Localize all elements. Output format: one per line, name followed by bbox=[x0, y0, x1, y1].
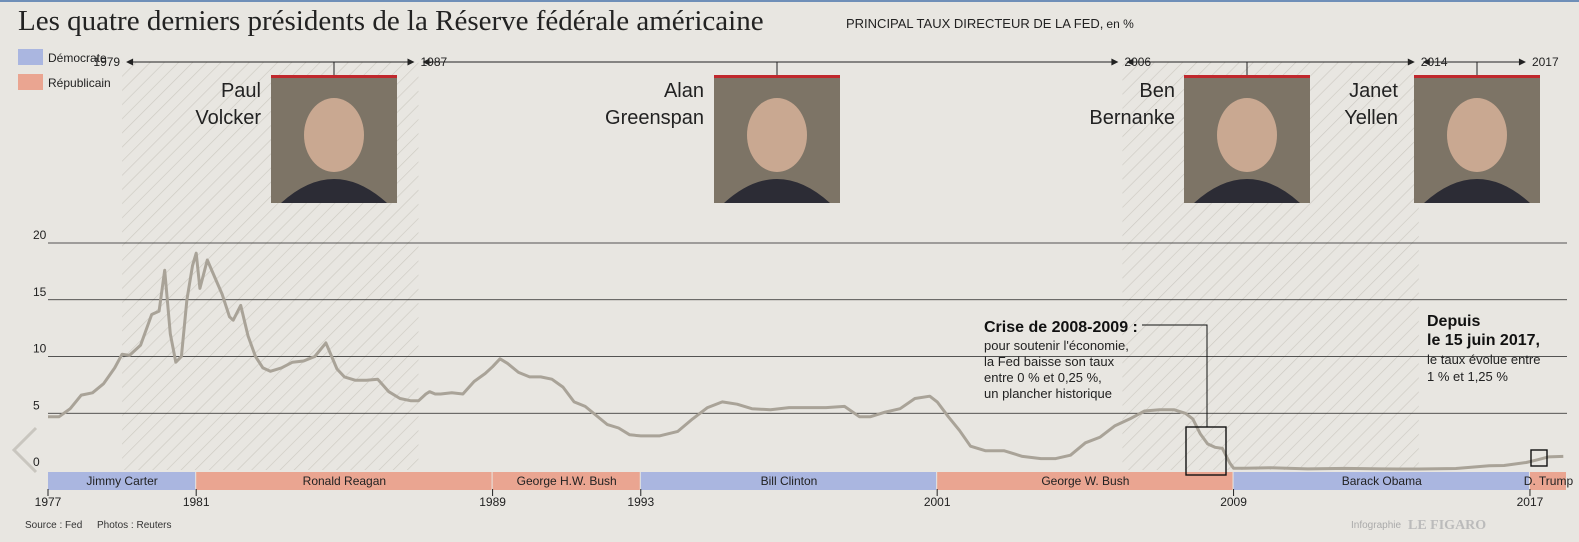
portrait-face-volcker bbox=[304, 98, 364, 172]
crisis-leader-line bbox=[1142, 324, 1208, 427]
portrait-suit-bernanke bbox=[1194, 179, 1300, 203]
y-tick-0: 0 bbox=[33, 455, 40, 469]
portrait-face-greenspan bbox=[747, 98, 807, 172]
source-note: Source : Fed bbox=[25, 520, 82, 531]
president-segment-george-h-w-bush bbox=[492, 472, 640, 490]
fed-chairs-header: 1979 1987PaulVolcker2006AlanGreenspan2014… bbox=[93, 55, 1559, 203]
crisis-line-3: entre 0 % et 0,25 %, bbox=[984, 370, 1102, 385]
year-label-1981: 1981 bbox=[183, 495, 210, 509]
arrow-right-icon bbox=[407, 58, 415, 66]
chair-last-name-greenspan: Greenspan bbox=[605, 107, 704, 129]
legend-swatch-republican bbox=[18, 74, 43, 90]
president-name-george-h-w-bush: George H.W. Bush bbox=[517, 474, 617, 488]
since-line-1: le taux évolue entre bbox=[1427, 352, 1540, 367]
legend-label-republican: Républicain bbox=[48, 76, 111, 90]
arrow-left-icon bbox=[1422, 58, 1430, 66]
portrait-face-bernanke bbox=[1217, 98, 1277, 172]
chair-first-name-yellen: Janet bbox=[1349, 80, 1398, 102]
chevron-left-icon[interactable] bbox=[11, 426, 38, 474]
president-segment-jimmy-carter bbox=[48, 472, 196, 490]
year-label-2009: 2009 bbox=[1220, 495, 1247, 509]
photo-top-bar-bernanke bbox=[1184, 75, 1310, 78]
year-label-2001: 2001 bbox=[924, 495, 951, 509]
chair-first-name-volcker: Paul bbox=[221, 80, 261, 102]
y-tick-20: 20 bbox=[33, 228, 47, 242]
portrait-suit-volcker bbox=[281, 179, 387, 203]
y-tick-labels: 0 5 10 15 20 bbox=[33, 228, 47, 469]
year-label-2017: 2017 bbox=[1517, 495, 1544, 509]
photos-credit: Photos : Reuters bbox=[97, 520, 171, 531]
legend: Démocrate Républicain bbox=[18, 49, 111, 90]
chair-last-name-bernanke: Bernanke bbox=[1089, 107, 1175, 129]
since-2017-annotation: Depuis le 15 juin 2017, le taux évolue e… bbox=[1427, 313, 1548, 467]
crisis-line-4: un plancher historique bbox=[984, 386, 1112, 401]
year-label-1993: 1993 bbox=[627, 495, 654, 509]
arrow-left-icon bbox=[126, 58, 134, 66]
tenure-start-year-volcker: 1979 bbox=[93, 55, 120, 69]
credit-brand: LE FIGARO bbox=[1408, 518, 1486, 533]
president-name-barack-obama: Barack Obama bbox=[1342, 474, 1422, 488]
legend-swatch-democrat bbox=[18, 49, 43, 65]
since-title-line-2: le 15 juin 2017, bbox=[1427, 332, 1540, 349]
tenure-end-year-yellen: 2017 bbox=[1532, 55, 1559, 69]
president-name-jimmy-carter: Jimmy Carter bbox=[86, 474, 157, 488]
since-title-line-1: Depuis bbox=[1427, 313, 1480, 330]
president-name-bill-clinton: Bill Clinton bbox=[761, 474, 818, 488]
president-name-ronald-reagan: Ronald Reagan bbox=[303, 474, 386, 488]
arrow-right-icon bbox=[1518, 58, 1526, 66]
subtitle-main: PRINCIPAL TAUX DIRECTEUR DE LA FED, bbox=[846, 16, 1103, 31]
chair-last-name-volcker: Volcker bbox=[195, 107, 261, 129]
chair-first-name-bernanke: Ben bbox=[1139, 80, 1175, 102]
president-segment-d-trump bbox=[1529, 472, 1566, 490]
portrait-suit-greenspan bbox=[724, 179, 830, 203]
page-title: Les quatre derniers présidents de la Rés… bbox=[18, 5, 764, 37]
arrow-right-icon bbox=[1407, 58, 1415, 66]
chair-last-name-yellen: Yellen bbox=[1344, 107, 1398, 129]
photo-top-bar-greenspan bbox=[714, 75, 840, 78]
y-tick-5: 5 bbox=[33, 398, 40, 412]
since-line-2: 1 % et 1,25 % bbox=[1427, 369, 1508, 384]
year-tick-labels: 1977 1981 1989 1993 2001 2009 2017 bbox=[35, 489, 1544, 509]
top-rule bbox=[0, 0, 1579, 2]
president-segment-bill-clinton bbox=[640, 472, 937, 490]
president-segment-barack-obama bbox=[1233, 472, 1529, 490]
crisis-title: Crise de 2008-2009 : bbox=[984, 319, 1138, 336]
photo-top-bar-volcker bbox=[271, 75, 397, 78]
chart-subtitle: PRINCIPAL TAUX DIRECTEUR DE LA FED, en % bbox=[846, 16, 1134, 31]
rate-series bbox=[48, 251, 1564, 471]
crisis-annotation: Crise de 2008-2009 : pour soutenir l'éco… bbox=[984, 319, 1227, 476]
arrow-left-icon bbox=[422, 58, 430, 66]
president-name-george-w-bush: George W. Bush bbox=[1041, 474, 1129, 488]
president-segment-ronald-reagan bbox=[196, 472, 492, 490]
y-gridlines bbox=[48, 242, 1567, 414]
president-bar: Jimmy Carter Ronald Reagan George H.W. Bus… bbox=[48, 472, 1573, 490]
photo-top-bar-yellen bbox=[1414, 75, 1540, 78]
legend-label-democrat: Démocrate bbox=[48, 51, 107, 65]
portrait-face-yellen bbox=[1447, 98, 1507, 172]
credit-label: Infographie bbox=[1351, 520, 1401, 531]
president-segment-george-w-bush bbox=[937, 472, 1233, 490]
y-tick-10: 10 bbox=[33, 342, 47, 356]
y-tick-15: 15 bbox=[33, 285, 47, 299]
arrow-right-icon bbox=[1111, 58, 1119, 66]
arrow-left-icon bbox=[1126, 58, 1134, 66]
since-highlight-box bbox=[1530, 449, 1548, 467]
president-name-d-trump: D. Trump bbox=[1524, 474, 1574, 488]
year-label-1989: 1989 bbox=[479, 495, 506, 509]
chair-first-name-greenspan: Alan bbox=[664, 80, 704, 102]
crisis-line-2: la Fed baisse son taux bbox=[984, 354, 1115, 369]
portrait-suit-yellen bbox=[1424, 179, 1530, 203]
year-label-1977: 1977 bbox=[35, 495, 62, 509]
subtitle-unit: en % bbox=[1106, 17, 1134, 31]
rate-line bbox=[48, 251, 1564, 471]
crisis-line-1: pour soutenir l'économie, bbox=[984, 338, 1129, 353]
crisis-highlight-box bbox=[1185, 426, 1227, 476]
